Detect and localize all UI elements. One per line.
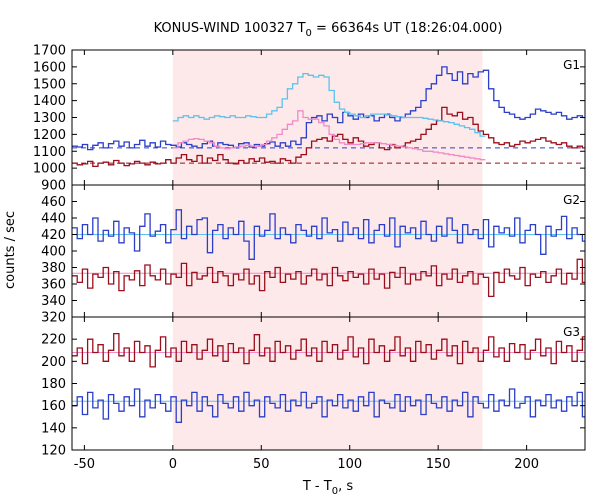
panel-label: G1 bbox=[563, 58, 580, 72]
highlight-band bbox=[172, 185, 483, 317]
y-tick-label: 1100 bbox=[33, 145, 66, 160]
x-tick-label: 150 bbox=[426, 457, 451, 472]
series-line-red bbox=[72, 258, 585, 298]
series-line-red bbox=[72, 332, 585, 368]
y-tick-label: 1400 bbox=[33, 94, 66, 109]
y-tick-label: 900 bbox=[41, 179, 66, 194]
y-tick-label: 340 bbox=[41, 294, 66, 309]
panel-label: G3 bbox=[563, 325, 580, 339]
panel-label: G2 bbox=[563, 193, 580, 207]
series-line-cyan bbox=[172, 72, 486, 137]
y-tick-label: 1200 bbox=[33, 128, 66, 143]
series-line-pink bbox=[172, 110, 486, 161]
y-tick-label: 220 bbox=[41, 333, 66, 348]
x-tick-label: -50 bbox=[74, 457, 95, 472]
series-line-blue bbox=[72, 209, 585, 260]
y-tick-label: 320 bbox=[41, 311, 66, 326]
y-tick-label: 160 bbox=[41, 399, 66, 414]
x-tick-label: 50 bbox=[253, 457, 270, 472]
x-tick-label: 200 bbox=[514, 457, 539, 472]
y-tick-label: 200 bbox=[41, 355, 66, 370]
series-line-blue bbox=[72, 66, 585, 151]
y-tick-label: 380 bbox=[41, 261, 66, 276]
panel-g3: 120 140 160 180 200 220 G3 bbox=[41, 316, 586, 459]
y-tick-label: 440 bbox=[41, 212, 66, 227]
y-tick-label: 360 bbox=[41, 278, 66, 293]
y-tick-label: 1700 bbox=[33, 44, 66, 59]
y-tick-label: 140 bbox=[41, 421, 66, 436]
highlight-band bbox=[172, 317, 483, 450]
y-tick-label: 460 bbox=[41, 195, 66, 210]
y-tick-label: 1000 bbox=[33, 162, 66, 177]
y-tick-label: 1600 bbox=[33, 60, 66, 75]
y-tick-label: 400 bbox=[41, 245, 66, 260]
y-tick-label: 1300 bbox=[33, 111, 66, 126]
plot-panels: 90010001100120013001400150016001700G1320… bbox=[33, 44, 586, 472]
y-axis-title: counts / sec bbox=[3, 211, 18, 289]
y-tick-label: 1500 bbox=[33, 77, 66, 92]
y-tick-label: 180 bbox=[41, 377, 66, 392]
series-line-red bbox=[72, 106, 585, 168]
y-tick-label: 120 bbox=[41, 444, 66, 459]
x-axis-title: T - T0, s bbox=[302, 479, 353, 497]
y-tick-label: 420 bbox=[41, 228, 66, 243]
x-tick-label: 0 bbox=[169, 457, 177, 472]
chart-title: KONUS-WIND 100327 T0 = 66364s UT (18:26:… bbox=[154, 21, 503, 39]
series-line-blue bbox=[72, 388, 585, 423]
x-tick-label: 100 bbox=[337, 457, 362, 472]
